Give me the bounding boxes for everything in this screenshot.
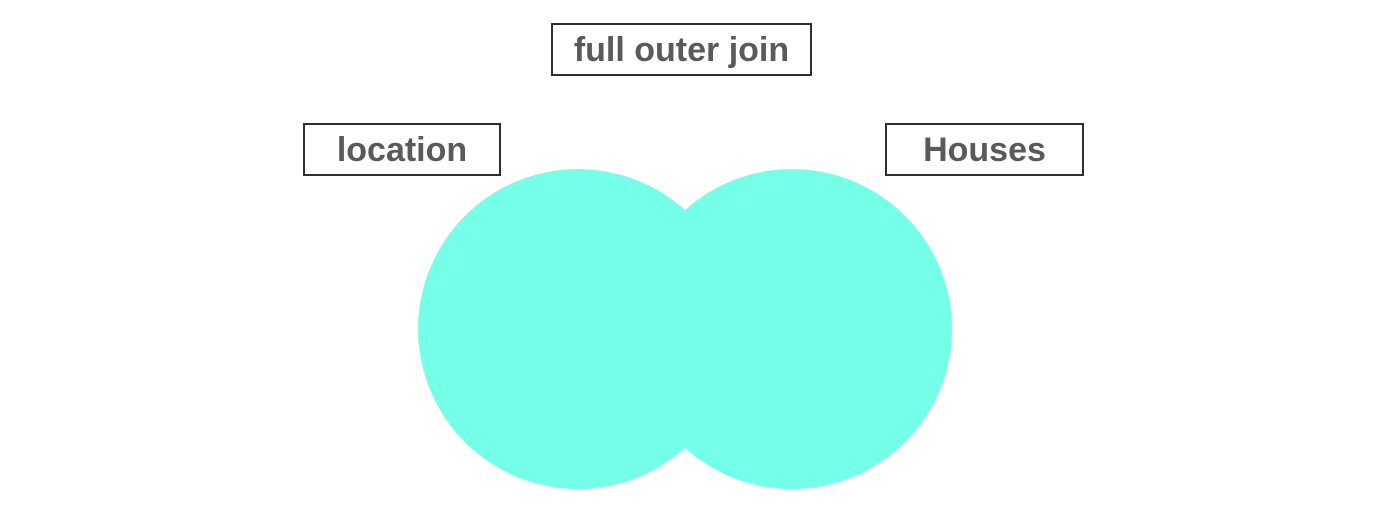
left-set-label: location: [303, 123, 501, 176]
diagram-title: full outer join: [551, 23, 812, 76]
right-set-circle: [632, 169, 952, 489]
right-set-label: Houses: [885, 123, 1084, 176]
